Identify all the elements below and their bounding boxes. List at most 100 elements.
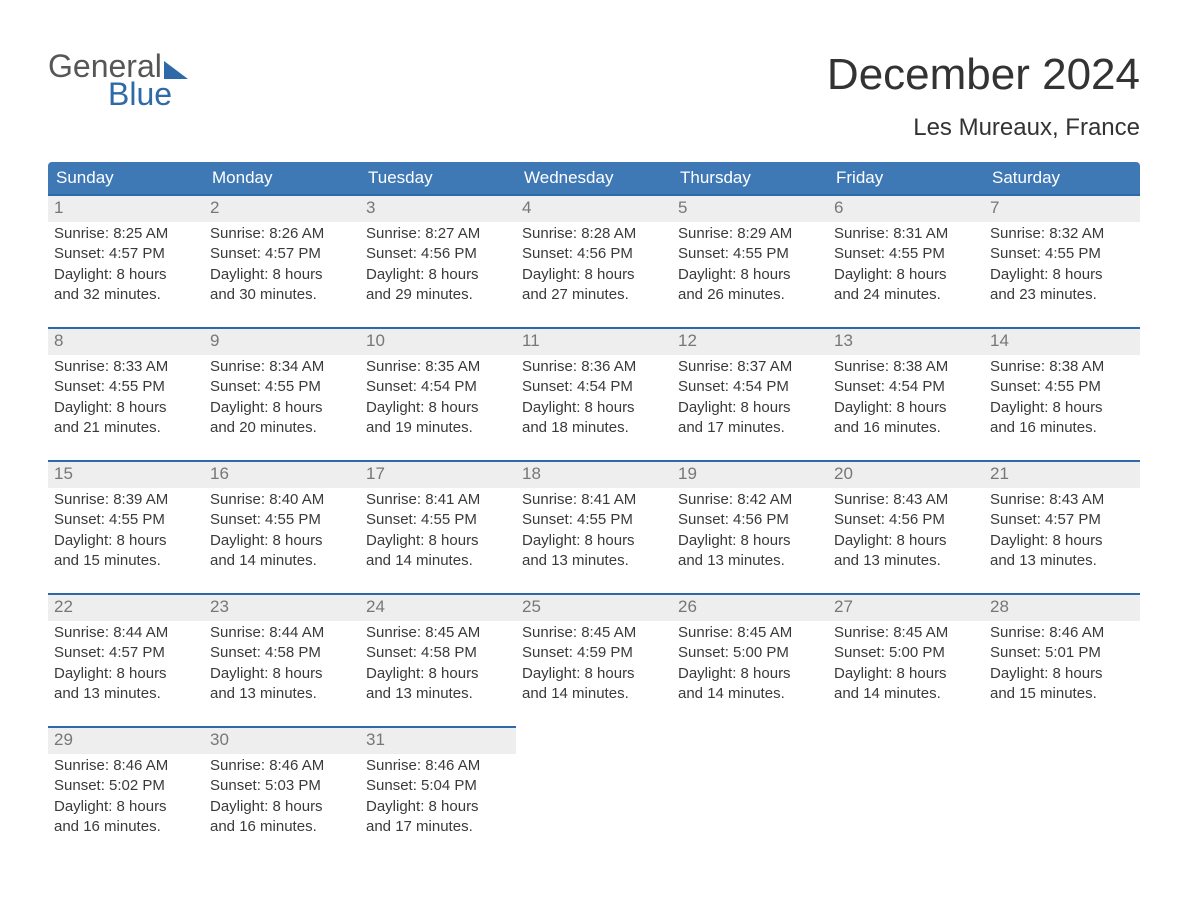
sunset-text: Sunset: 4:55 PM [678,244,822,264]
calendar-day-cell: 5Sunrise: 8:29 AMSunset: 4:55 PMDaylight… [672,194,828,313]
day-number: 1 [48,194,204,222]
day-body: Sunrise: 8:46 AMSunset: 5:01 PMDaylight:… [984,621,1140,712]
daylight-line2: and 24 minutes. [834,285,978,305]
daylight-line1: Daylight: 8 hours [990,531,1134,551]
daylight-line2: and 20 minutes. [210,418,354,438]
sunrise-text: Sunrise: 8:26 AM [210,224,354,244]
sunrise-text: Sunrise: 8:34 AM [210,357,354,377]
day-number: 4 [516,194,672,222]
sunrise-text: Sunrise: 8:45 AM [834,623,978,643]
calendar-day-cell: 8Sunrise: 8:33 AMSunset: 4:55 PMDaylight… [48,327,204,446]
calendar-day-cell: 29Sunrise: 8:46 AMSunset: 5:02 PMDayligh… [48,726,204,845]
daylight-line2: and 27 minutes. [522,285,666,305]
sunrise-text: Sunrise: 8:41 AM [522,490,666,510]
daylight-line2: and 30 minutes. [210,285,354,305]
calendar-day-cell: 25Sunrise: 8:45 AMSunset: 4:59 PMDayligh… [516,593,672,712]
day-body: Sunrise: 8:45 AMSunset: 5:00 PMDaylight:… [828,621,984,712]
calendar-day-cell: 27Sunrise: 8:45 AMSunset: 5:00 PMDayligh… [828,593,984,712]
day-number: 15 [48,460,204,488]
sunrise-text: Sunrise: 8:45 AM [678,623,822,643]
daylight-line1: Daylight: 8 hours [54,531,198,551]
sunset-text: Sunset: 4:54 PM [834,377,978,397]
sunset-text: Sunset: 5:00 PM [834,643,978,663]
day-body: Sunrise: 8:40 AMSunset: 4:55 PMDaylight:… [204,488,360,579]
daylight-line2: and 21 minutes. [54,418,198,438]
daylight-line1: Daylight: 8 hours [834,664,978,684]
sunrise-text: Sunrise: 8:45 AM [522,623,666,643]
day-number: 23 [204,593,360,621]
day-number: 8 [48,327,204,355]
sunset-text: Sunset: 4:55 PM [210,510,354,530]
page-title: December 2024 [827,50,1140,100]
calendar-day-cell [828,726,984,845]
daylight-line2: and 15 minutes. [990,684,1134,704]
calendar-header-cell: Friday [828,162,984,194]
daylight-line1: Daylight: 8 hours [522,398,666,418]
day-number: 5 [672,194,828,222]
daylight-line1: Daylight: 8 hours [678,265,822,285]
daylight-line1: Daylight: 8 hours [366,664,510,684]
sunrise-text: Sunrise: 8:37 AM [678,357,822,377]
day-number: 30 [204,726,360,754]
day-number: 6 [828,194,984,222]
calendar-day-cell: 3Sunrise: 8:27 AMSunset: 4:56 PMDaylight… [360,194,516,313]
day-number: 16 [204,460,360,488]
sunrise-text: Sunrise: 8:46 AM [366,756,510,776]
sunrise-text: Sunrise: 8:41 AM [366,490,510,510]
sunrise-text: Sunrise: 8:28 AM [522,224,666,244]
daylight-line1: Daylight: 8 hours [54,797,198,817]
sunset-text: Sunset: 4:55 PM [54,377,198,397]
day-body: Sunrise: 8:32 AMSunset: 4:55 PMDaylight:… [984,222,1140,313]
day-body: Sunrise: 8:46 AMSunset: 5:03 PMDaylight:… [204,754,360,845]
calendar-week-row: 8Sunrise: 8:33 AMSunset: 4:55 PMDaylight… [48,327,1140,446]
daylight-line1: Daylight: 8 hours [54,664,198,684]
daylight-line2: and 13 minutes. [678,551,822,571]
day-number: 21 [984,460,1140,488]
daylight-line1: Daylight: 8 hours [834,531,978,551]
sunrise-text: Sunrise: 8:44 AM [210,623,354,643]
daylight-line2: and 13 minutes. [210,684,354,704]
sunset-text: Sunset: 4:57 PM [54,643,198,663]
day-body: Sunrise: 8:44 AMSunset: 4:57 PMDaylight:… [48,621,204,712]
day-body: Sunrise: 8:36 AMSunset: 4:54 PMDaylight:… [516,355,672,446]
title-block: December 2024 Les Mureaux, France [827,50,1140,142]
calendar-day-cell: 4Sunrise: 8:28 AMSunset: 4:56 PMDaylight… [516,194,672,313]
calendar-day-cell: 12Sunrise: 8:37 AMSunset: 4:54 PMDayligh… [672,327,828,446]
day-body: Sunrise: 8:39 AMSunset: 4:55 PMDaylight:… [48,488,204,579]
daylight-line2: and 14 minutes. [210,551,354,571]
daylight-line2: and 13 minutes. [54,684,198,704]
sunset-text: Sunset: 4:55 PM [522,510,666,530]
daylight-line2: and 17 minutes. [678,418,822,438]
calendar-day-cell: 14Sunrise: 8:38 AMSunset: 4:55 PMDayligh… [984,327,1140,446]
calendar-day-cell: 19Sunrise: 8:42 AMSunset: 4:56 PMDayligh… [672,460,828,579]
daylight-line1: Daylight: 8 hours [522,265,666,285]
calendar-day-cell: 18Sunrise: 8:41 AMSunset: 4:55 PMDayligh… [516,460,672,579]
daylight-line1: Daylight: 8 hours [210,797,354,817]
day-body: Sunrise: 8:28 AMSunset: 4:56 PMDaylight:… [516,222,672,313]
daylight-line1: Daylight: 8 hours [678,531,822,551]
daylight-line1: Daylight: 8 hours [54,398,198,418]
calendar-day-cell: 6Sunrise: 8:31 AMSunset: 4:55 PMDaylight… [828,194,984,313]
top-bar: General Blue December 2024 Les Mureaux, … [48,50,1140,142]
calendar-week-row: 15Sunrise: 8:39 AMSunset: 4:55 PMDayligh… [48,460,1140,579]
calendar-day-cell [984,726,1140,845]
page-subtitle: Les Mureaux, France [827,114,1140,142]
calendar-day-cell: 11Sunrise: 8:36 AMSunset: 4:54 PMDayligh… [516,327,672,446]
day-number: 11 [516,327,672,355]
calendar-header-row: SundayMondayTuesdayWednesdayThursdayFrid… [48,162,1140,194]
sunrise-text: Sunrise: 8:29 AM [678,224,822,244]
daylight-line2: and 18 minutes. [522,418,666,438]
calendar-day-cell [516,726,672,845]
calendar-day-cell [672,726,828,845]
day-body: Sunrise: 8:35 AMSunset: 4:54 PMDaylight:… [360,355,516,446]
calendar-day-cell: 22Sunrise: 8:44 AMSunset: 4:57 PMDayligh… [48,593,204,712]
sunrise-text: Sunrise: 8:44 AM [54,623,198,643]
daylight-line2: and 14 minutes. [522,684,666,704]
sunset-text: Sunset: 5:01 PM [990,643,1134,663]
sunset-text: Sunset: 4:59 PM [522,643,666,663]
daylight-line2: and 14 minutes. [366,551,510,571]
calendar-day-cell: 23Sunrise: 8:44 AMSunset: 4:58 PMDayligh… [204,593,360,712]
logo-text-2: Blue [48,78,188,110]
daylight-line2: and 29 minutes. [366,285,510,305]
day-body: Sunrise: 8:27 AMSunset: 4:56 PMDaylight:… [360,222,516,313]
